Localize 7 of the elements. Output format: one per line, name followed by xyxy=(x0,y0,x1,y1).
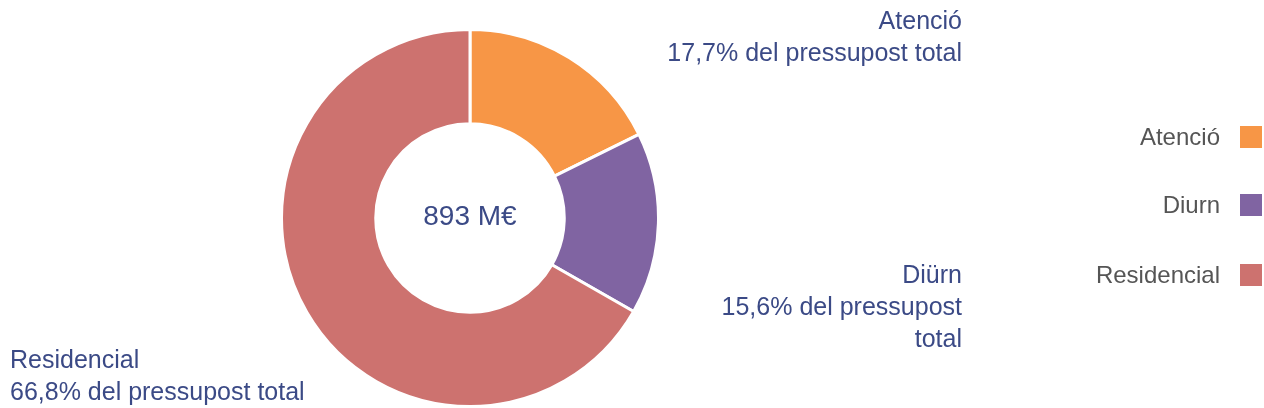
legend-label: Residencial xyxy=(1095,261,1220,289)
legend-label: Atenció xyxy=(1139,123,1220,151)
text: Diürn 15,6% del pressupost total xyxy=(721,259,962,354)
legend-label: Diurn xyxy=(1162,191,1220,219)
text: Atenció 17,7% del pressupost total xyxy=(667,5,962,68)
text: Residencial 66,8% del pressupost total xyxy=(10,344,305,407)
text: 893 M€ xyxy=(422,200,518,232)
